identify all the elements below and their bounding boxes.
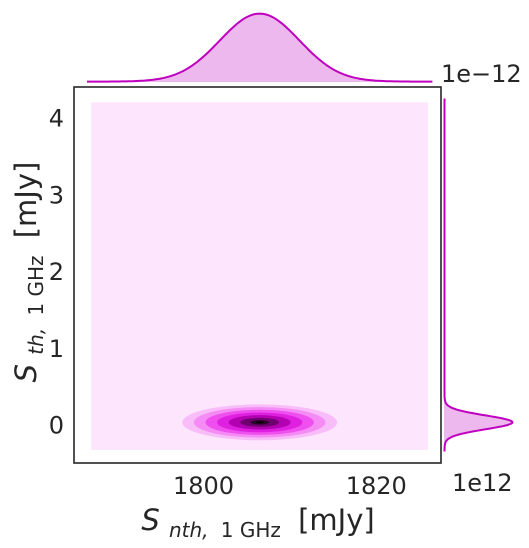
x-label-sub2: 1 GHz xyxy=(221,518,281,542)
y-offset-text: 1e−12 xyxy=(441,60,522,88)
top-marginal-fill xyxy=(87,13,433,83)
axes-frame xyxy=(73,86,442,464)
x-offset-text: 1e12 xyxy=(452,469,513,497)
y-tick-label: 1 xyxy=(49,335,64,363)
y-tick-label: 0 xyxy=(49,412,64,440)
x-tick-label: 1820 xyxy=(346,472,407,500)
right-marginal xyxy=(443,98,514,452)
x-label-sub: nth, xyxy=(169,518,209,542)
top-marginal xyxy=(87,12,433,83)
y-label-unit: [mJy] xyxy=(9,162,43,239)
y-label-sub2: 1 GHz xyxy=(24,255,48,315)
y-ticks: 0 1 2 3 4 xyxy=(49,105,64,440)
kde-background xyxy=(91,102,429,450)
y-tick-label: 4 xyxy=(49,105,64,133)
y-axis-label: S th, 1 GHz [mJy] xyxy=(9,162,50,383)
y-label-sub: th, xyxy=(24,328,48,355)
right-marginal-fill xyxy=(444,98,513,452)
x-tick-label: 1800 xyxy=(173,472,234,500)
contour-peak xyxy=(255,421,264,424)
right-marginal-line xyxy=(443,98,514,452)
x-ticks: 1800 1820 xyxy=(173,472,407,500)
y-label-main: S xyxy=(9,364,43,382)
y-tick-label: 3 xyxy=(49,181,64,209)
x-label-main: S xyxy=(141,503,159,537)
y-tick-label: 2 xyxy=(49,258,64,286)
kde-contours xyxy=(182,404,338,441)
joint-axes xyxy=(73,86,442,464)
top-marginal-line xyxy=(87,12,433,83)
x-axis-label: S nth, 1 GHz [mJy] xyxy=(141,503,374,544)
x-label-unit: [mJy] xyxy=(298,503,375,537)
